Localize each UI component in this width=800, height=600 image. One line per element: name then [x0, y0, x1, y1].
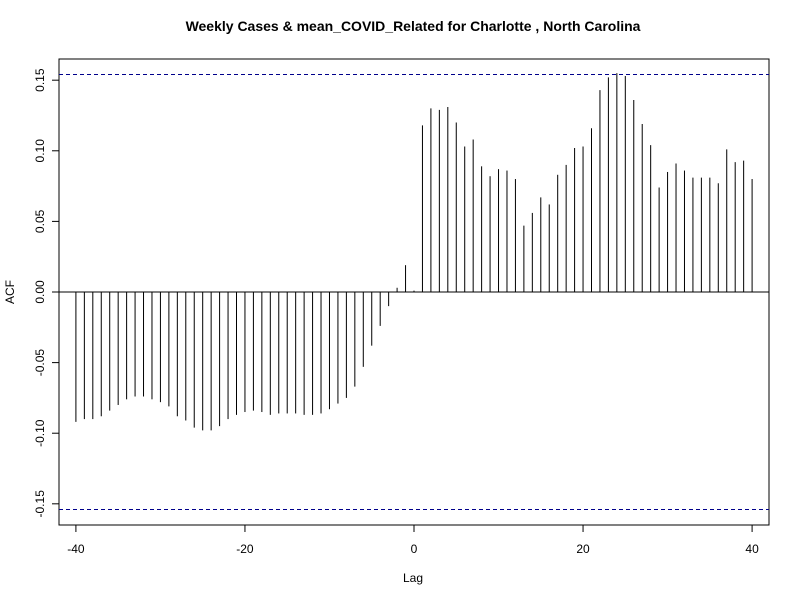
x-tick-label: -20	[236, 542, 254, 556]
y-tick-label: -0.10	[33, 419, 47, 447]
x-tick-label: -40	[67, 542, 85, 556]
y-tick-label: -0.05	[33, 349, 47, 377]
y-tick-label: 0.00	[33, 280, 47, 304]
x-tick-label: 20	[576, 542, 590, 556]
x-tick-label: 40	[745, 542, 759, 556]
y-axis-label: ACF	[3, 280, 17, 304]
x-axis-label: Lag	[403, 571, 423, 585]
y-tick-label: 0.15	[33, 68, 47, 92]
x-tick-label: 0	[411, 542, 418, 556]
y-tick-label: 0.10	[33, 139, 47, 163]
y-tick-label: -0.15	[33, 490, 47, 518]
y-tick-label: 0.05	[33, 209, 47, 233]
chart-title: Weekly Cases & mean_COVID_Related for Ch…	[186, 18, 641, 34]
